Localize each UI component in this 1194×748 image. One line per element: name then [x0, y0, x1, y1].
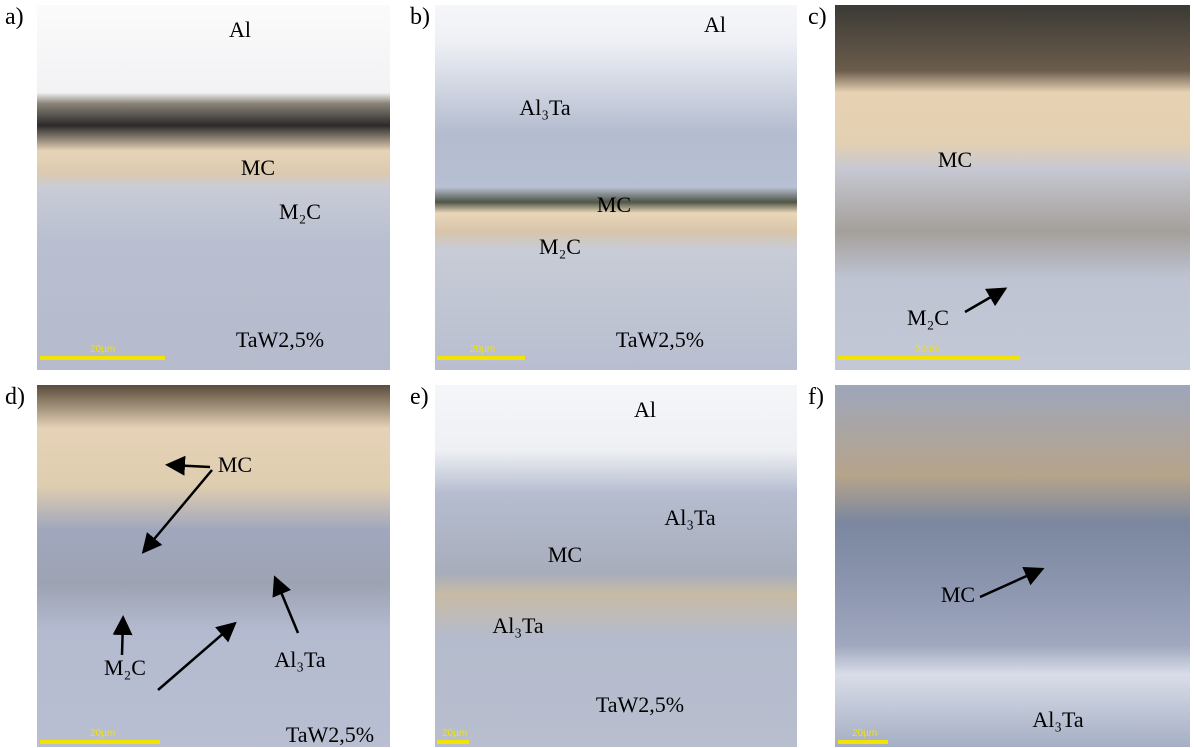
- arrow: [965, 290, 1003, 312]
- arrow: [170, 465, 210, 467]
- arrow: [122, 620, 123, 655]
- arrow: [158, 625, 233, 690]
- arrow: [145, 470, 212, 550]
- arrow: [980, 570, 1040, 597]
- arrows: [0, 0, 1194, 747]
- arrow: [276, 580, 298, 633]
- figure: a) b) c) d) e) f) Al MC M₂C TaW2,5% Al A…: [0, 0, 1194, 747]
